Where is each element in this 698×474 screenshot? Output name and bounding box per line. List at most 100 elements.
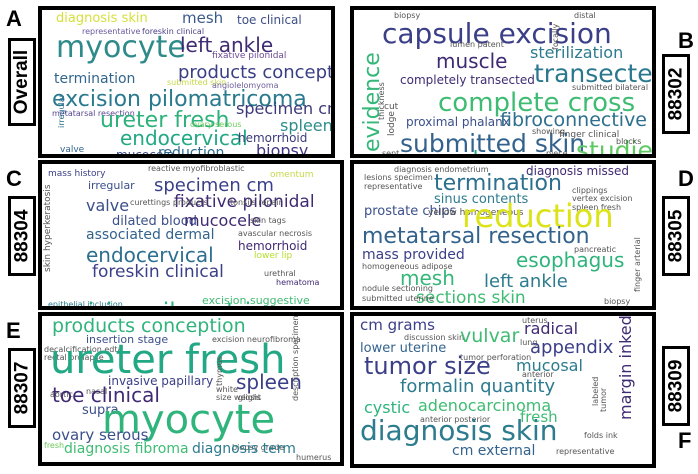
panel-letter-d: D (678, 166, 694, 191)
cloud-word: mucosal (516, 356, 583, 375)
label-88304-text: 88304 (11, 209, 32, 263)
cloud-word: vulvar (460, 325, 520, 347)
cloud-word: tonsils repair (230, 198, 282, 207)
cloud-word: showing (532, 127, 566, 136)
cloud-word: submitted bilateral (572, 83, 649, 92)
label-88309-text: 88309 (665, 359, 686, 413)
cloud-word: complete cross (438, 88, 636, 118)
cloud-word: epithelial inclusion (48, 300, 123, 309)
label-88307-text: 88307 (11, 361, 32, 415)
cloud-word: ovary serous (52, 426, 149, 444)
cloud-word: fresh (520, 408, 558, 426)
cloud-word: piece (546, 149, 568, 158)
cloud-word: mucocele (184, 211, 262, 230)
cloud-word: anterior posterior (420, 415, 491, 424)
cloud-word: ovary serous (190, 120, 242, 129)
cloud-word: invasive papillary (108, 374, 214, 388)
cloud-word: sterilization (530, 43, 624, 62)
cloud-word: lower uterine (360, 341, 447, 356)
cloud-word: mass provided (362, 247, 465, 263)
cloud-word: studies (576, 136, 653, 158)
wordcloud-88302: biopsy distal capsule excision lumen patent… (350, 6, 656, 158)
cloud-word: representative (364, 182, 423, 191)
cloud-word: submitted skin (400, 129, 586, 158)
cloud-word: excision pilomatricoma (48, 301, 314, 307)
label-88304: 88304 (8, 196, 36, 276)
cloud-word: mass history (48, 169, 106, 179)
panel-letter-a: A (6, 6, 22, 31)
cloud-word: tumor perforation (460, 353, 532, 362)
cloud-word: homogeneous adipose (362, 262, 453, 271)
cloud-word: spleen (236, 370, 302, 394)
cloud-word: supra (82, 403, 119, 418)
cloud-word: diagnosis skin (56, 11, 148, 26)
cloud-word: cut (384, 102, 399, 112)
cloud-word: sent (382, 149, 400, 158)
cloud-word: myocyte (56, 30, 186, 65)
cloud-word: omentum (270, 170, 314, 180)
cloud-word: nodule sectioning (362, 284, 433, 293)
cloud-word: toe clinical (237, 13, 302, 27)
label-88305: 88305 (662, 196, 690, 276)
cloud-word: valve (60, 145, 85, 155)
cloud-word: biopsy (604, 297, 631, 306)
cloud-word: proximal phalanx (406, 115, 510, 129)
cloud-word: cm lumen (432, 150, 541, 155)
cloud-word: submitted uterine (362, 294, 434, 303)
cloud-word: thymus (215, 356, 224, 386)
cloud-word: margin inked (616, 315, 635, 420)
cloud-word: cm external (452, 443, 536, 459)
cloud-word: termination (434, 171, 562, 196)
cloud-word: sinus contents (434, 192, 529, 207)
cloud-word: biopsy (394, 11, 421, 20)
cloud-word: reduction (158, 145, 225, 158)
cloud-word: muscle (436, 49, 508, 73)
cloud-word: biopsy (256, 141, 309, 158)
cloud-word: distal (574, 11, 596, 20)
cloud-word: skin tags (250, 216, 286, 225)
cloud-word: capsule excision (382, 17, 612, 50)
cloud-word: left ankle (484, 271, 568, 292)
cloud-word: termination (54, 71, 136, 87)
cloud-word: excision pilomatricoma (52, 87, 307, 112)
cloud-word: lesions specimen (364, 173, 433, 182)
label-88305-text: 88305 (665, 209, 686, 263)
cloud-word: metatarsal resection (52, 109, 135, 118)
cloud-word: fixative pilonidal (174, 192, 315, 212)
cloud-word: curettings products (130, 198, 208, 207)
cloud-word: representative (556, 447, 615, 456)
cloud-word: cystic (364, 398, 411, 417)
cloud-word: decalcification edta (44, 345, 123, 354)
cloud-word: mesh (400, 266, 455, 290)
cloud-word: yellow homogeneous (428, 208, 524, 218)
cloud-word: foreskin clinical (92, 262, 224, 282)
cloud-word: left ankle (180, 33, 274, 57)
wordcloud-88309: cm grams uterus radical discussion skin vulva… (350, 312, 656, 468)
cloud-word: fresh (44, 441, 65, 450)
cloud-word: hemorrhoid (238, 239, 308, 253)
cloud-word: prostate chips (364, 204, 457, 219)
label-88302: 88302 (662, 54, 690, 134)
cloud-word: spleen (280, 116, 333, 135)
wordcloud-88307: products conception insertion stage excisi… (38, 312, 344, 466)
cloud-word: cm grams (360, 316, 435, 334)
cloud-word: excision neurofibroma (212, 335, 301, 344)
cloud-word: clippings (572, 186, 608, 195)
cloud-word: fixative pilonidal (212, 51, 287, 61)
cloud-word: metatarsal resection (362, 224, 590, 249)
cloud-word: tumor size (364, 352, 491, 380)
cloud-word: diagnosis endometrium (394, 165, 489, 174)
cloud-word: excision suggestive (202, 294, 310, 307)
cloud-word: formalin quantity (400, 376, 556, 397)
cloud-word: adenocarcinoma (418, 396, 552, 415)
cloud-word: products conception (178, 62, 335, 83)
wordcloud-88305: diagnosis endometrium lesions specimen dia… (350, 160, 656, 310)
cloud-word: pancreatic (574, 245, 617, 254)
cloud-word: specimen cm (236, 99, 335, 118)
cloud-word: white (216, 385, 238, 394)
cloud-word: nasal (86, 387, 108, 396)
cloud-word: labeled (591, 376, 600, 406)
cloud-word: lung (520, 338, 538, 347)
cloud-word: lower lip (254, 251, 293, 261)
cloud-word: transected (534, 59, 656, 88)
